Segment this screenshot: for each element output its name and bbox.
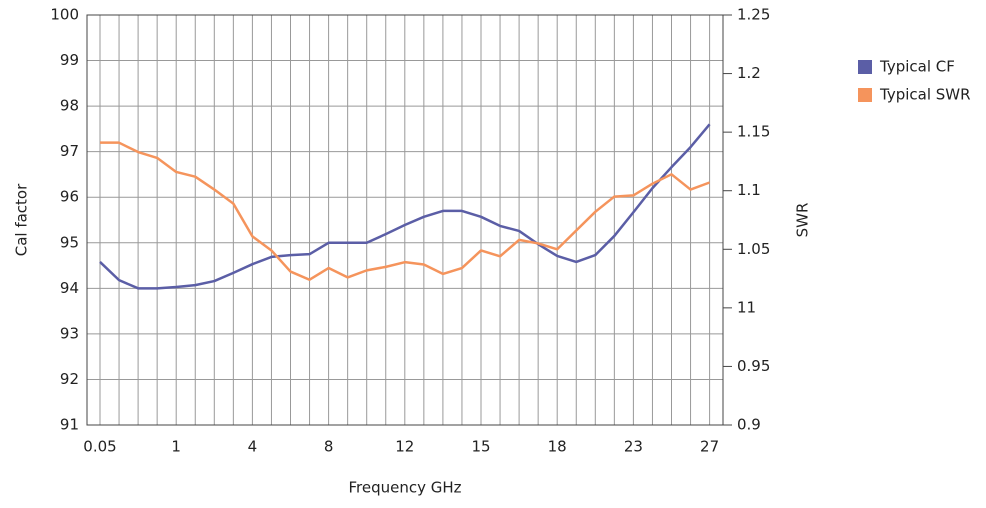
y-tick-label: 94 <box>60 279 79 297</box>
x-tick-label: 18 <box>548 438 567 456</box>
y2-tick-label: 1.15 <box>737 123 770 141</box>
legend-swatch <box>858 88 872 102</box>
y2-tick-label: 1.1 <box>737 181 761 199</box>
plot-frame <box>86 14 724 426</box>
legend-label: Typical SWR <box>879 86 971 104</box>
y2-tick-label: 1.2 <box>737 64 761 82</box>
y-tick-label: 98 <box>60 97 79 115</box>
y-axis-label: Cal factor <box>13 183 31 256</box>
y-tick-label: 91 <box>60 416 79 434</box>
y2-tick-label: 0.9 <box>737 416 761 434</box>
x-tick-label: 0.05 <box>83 438 116 456</box>
y-tick-label: 92 <box>60 370 79 388</box>
x-tick-label: 8 <box>324 438 334 456</box>
series-line <box>100 141 711 281</box>
x-tick-label: 23 <box>624 438 643 456</box>
legend-label: Typical CF <box>879 58 955 76</box>
x-axis-label: Frequency GHz <box>348 479 461 497</box>
y-tick-label: 96 <box>60 188 79 206</box>
y-tick-label: 97 <box>60 142 79 160</box>
x-tick-label: 15 <box>471 438 490 456</box>
series-line <box>99 123 711 290</box>
y-tick-label: 95 <box>60 233 79 251</box>
y-tick-label: 93 <box>60 324 79 342</box>
x-tick-label: 1 <box>171 438 181 456</box>
y2-tick-label: 0.95 <box>737 357 770 375</box>
x-tick-label: 4 <box>248 438 258 456</box>
legend-swatch <box>858 60 872 74</box>
y2-tick-label: 1.05 <box>737 240 770 258</box>
y-tick-label: 100 <box>50 6 79 24</box>
y-tick-label: 99 <box>60 51 79 69</box>
x-tick-label: 12 <box>395 438 414 456</box>
y2-tick-label: 11 <box>737 298 756 316</box>
x-tick-label: 27 <box>700 438 719 456</box>
y2-tick-label: 1.25 <box>737 6 770 24</box>
y2-axis-label: SWR <box>794 203 812 238</box>
